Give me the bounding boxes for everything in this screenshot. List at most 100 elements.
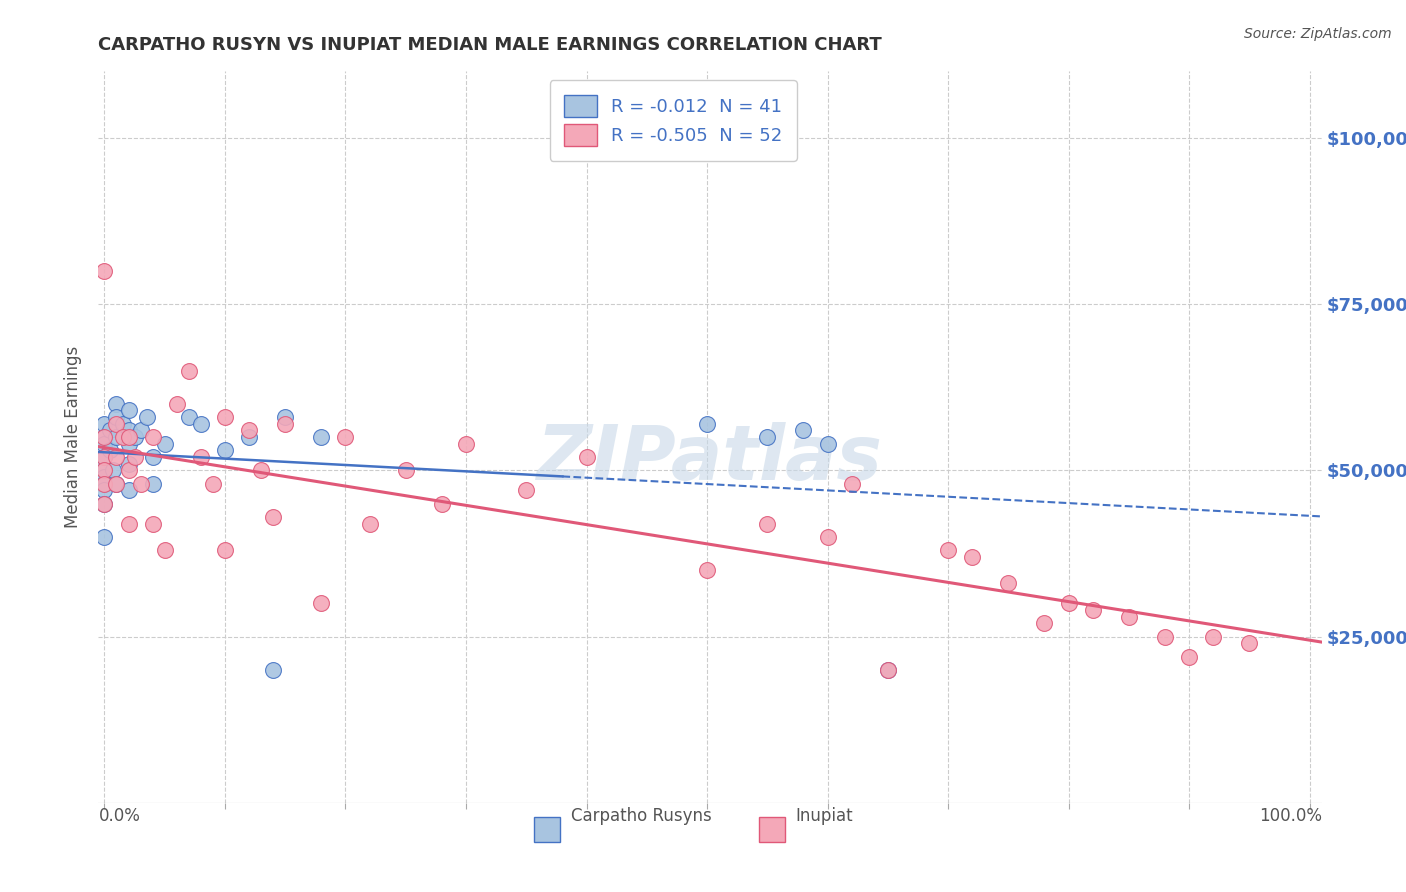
Point [214, 443, 236, 458]
Point [250, 463, 273, 477]
Point [262, 509, 284, 524]
Point [117, 457, 139, 471]
Point [430, 497, 453, 511]
Point [1239, 636, 1261, 650]
Point [1057, 596, 1080, 610]
Point [201, 476, 224, 491]
Point [117, 463, 139, 477]
Point [124, 450, 146, 464]
Point [105, 476, 128, 491]
Point [756, 516, 779, 531]
Point [142, 450, 165, 464]
Point [101, 463, 124, 477]
Point [105, 450, 128, 464]
Point [177, 410, 200, 425]
Point [1154, 630, 1177, 644]
Point [311, 430, 333, 444]
Point [93, 476, 115, 491]
Point [1178, 649, 1201, 664]
Point [395, 463, 418, 477]
Point [93, 483, 115, 498]
Point [117, 436, 139, 450]
Point [129, 476, 152, 491]
Point [1118, 609, 1140, 624]
Point [876, 663, 898, 677]
Point [105, 417, 128, 431]
Point [93, 530, 115, 544]
Point [696, 563, 718, 577]
Point [142, 516, 165, 531]
Point [93, 417, 115, 431]
Point [111, 417, 134, 431]
Point [117, 424, 139, 438]
Point [960, 549, 983, 564]
Point [792, 424, 814, 438]
Point [100, 443, 122, 458]
Point [515, 483, 537, 498]
Text: 0.0%: 0.0% [98, 807, 141, 825]
Point [190, 417, 212, 431]
Point [105, 397, 128, 411]
Point [274, 410, 297, 425]
Point [93, 450, 115, 464]
Point [311, 596, 333, 610]
Point [177, 363, 200, 377]
Point [93, 497, 115, 511]
Point [93, 264, 115, 278]
Point [997, 576, 1019, 591]
Point [756, 430, 779, 444]
Point [1033, 616, 1056, 631]
Point [153, 436, 176, 450]
Point [238, 424, 260, 438]
Point [129, 424, 152, 438]
Text: ZIPatlas: ZIPatlas [537, 422, 883, 496]
Point [93, 430, 115, 444]
Point [135, 410, 157, 425]
Point [117, 403, 139, 417]
Point [214, 543, 236, 558]
Point [93, 470, 115, 484]
Point [105, 430, 128, 444]
Point [93, 450, 115, 464]
Legend: R = -0.012  N = 41, R = -0.505  N = 52: R = -0.012 N = 41, R = -0.505 N = 52 [550, 80, 797, 161]
Point [262, 663, 284, 677]
Point [575, 450, 598, 464]
Text: Carpatho Rusyns: Carpatho Rusyns [571, 807, 711, 825]
Point [93, 476, 115, 491]
Point [124, 430, 146, 444]
Point [111, 430, 134, 444]
Point [454, 436, 477, 450]
Point [190, 450, 212, 464]
Point [817, 436, 839, 450]
Point [142, 430, 165, 444]
Point [359, 516, 381, 531]
Point [93, 463, 115, 477]
Point [936, 543, 959, 558]
Y-axis label: Median Male Earnings: Median Male Earnings [65, 346, 83, 528]
Point [166, 397, 188, 411]
Point [105, 410, 128, 425]
Point [93, 430, 115, 444]
Point [153, 543, 176, 558]
Point [142, 476, 165, 491]
Text: 100.0%: 100.0% [1258, 807, 1322, 825]
Point [93, 463, 115, 477]
Point [274, 417, 297, 431]
Point [105, 476, 128, 491]
Text: Source: ZipAtlas.com: Source: ZipAtlas.com [1244, 27, 1392, 41]
Point [117, 430, 139, 444]
Point [696, 417, 718, 431]
Point [214, 410, 236, 425]
Point [100, 424, 122, 438]
Point [1081, 603, 1104, 617]
Point [117, 483, 139, 498]
Point [817, 530, 839, 544]
Point [876, 663, 898, 677]
Point [1202, 630, 1225, 644]
Point [335, 430, 357, 444]
Point [841, 476, 863, 491]
Point [93, 497, 115, 511]
Point [117, 516, 139, 531]
Text: CARPATHO RUSYN VS INUPIAT MEDIAN MALE EARNINGS CORRELATION CHART: CARPATHO RUSYN VS INUPIAT MEDIAN MALE EA… [98, 36, 882, 54]
Point [238, 430, 260, 444]
